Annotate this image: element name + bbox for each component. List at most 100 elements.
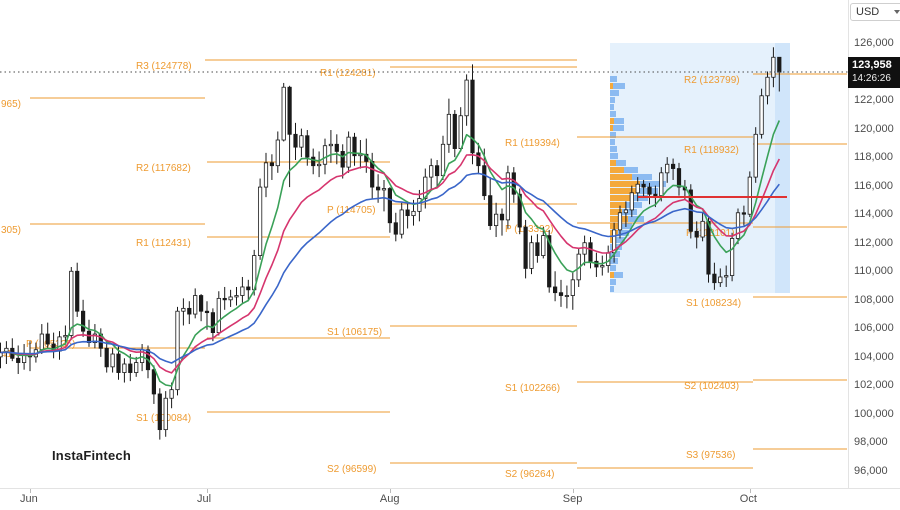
candle-down — [340, 151, 345, 168]
candle-down — [370, 161, 375, 188]
price-tick-label: 100,000 — [854, 407, 894, 420]
volume-profile-bar-blue — [610, 111, 616, 117]
candle-down — [116, 353, 121, 373]
volume-profile-bar-orange — [610, 181, 640, 187]
candle-down — [387, 188, 393, 224]
price-tick-label: 122,000 — [854, 94, 894, 107]
month-tick — [389, 489, 391, 493]
candle-up — [753, 133, 758, 178]
month-label: Aug — [379, 493, 400, 505]
volume-profile-bar-orange — [610, 209, 622, 215]
candle-down — [75, 270, 80, 312]
candle-up — [665, 163, 670, 174]
volume-profile-bar-orange — [610, 160, 616, 166]
pivot-label: S3 (97536) — [686, 450, 735, 461]
candle-down — [128, 363, 133, 373]
candle-down — [246, 286, 251, 291]
pivot-label: R2 (117682) — [136, 163, 191, 174]
candle-down — [222, 297, 227, 301]
currency-selector[interactable]: USD — [850, 3, 900, 21]
candle-up — [122, 363, 127, 373]
candle-up — [464, 79, 469, 117]
price-tick-label: 116,000 — [854, 179, 893, 192]
pivot-label: 41) — [1, 349, 15, 360]
volume-profile-bar-blue — [632, 174, 652, 180]
candle-up — [175, 310, 180, 391]
candle-down — [647, 186, 652, 195]
candle-up — [411, 210, 416, 217]
candle-down — [706, 220, 711, 275]
ema-line-30 — [0, 172, 780, 364]
candle-up — [765, 76, 770, 97]
volume-profile-bar-blue — [614, 118, 624, 124]
pivot-label: R3 (124778) — [136, 61, 192, 72]
candle-up — [228, 296, 233, 301]
price-tick-label: 96,000 — [854, 465, 888, 477]
candle-up — [281, 86, 286, 141]
volume-profile-bar-orange — [610, 118, 614, 124]
currency-selector-value: USD — [856, 6, 880, 18]
pivot-label: S2 (102403) — [684, 381, 739, 392]
candle-down — [488, 195, 493, 227]
candle-up — [322, 145, 328, 165]
candle-up — [629, 192, 634, 211]
candle-up — [724, 275, 729, 278]
candle-down — [16, 357, 21, 363]
candle-down — [712, 273, 717, 284]
candle-up — [564, 295, 570, 297]
candle-up — [429, 165, 434, 178]
pivot-label: P (113392) — [505, 224, 554, 235]
candle-down — [157, 393, 162, 431]
candle-down — [452, 113, 457, 149]
candle-up — [423, 176, 428, 199]
candle-up — [718, 276, 723, 284]
pivot-label: S1 (102266) — [505, 383, 560, 394]
candle-down — [334, 143, 339, 152]
month-label: Jul — [197, 493, 212, 505]
candle-up — [275, 139, 280, 167]
candle-down — [671, 163, 676, 169]
pivot-label: R1 (119394) — [505, 138, 560, 149]
pivot-label: R2 (123799) — [684, 75, 740, 86]
candle-up — [730, 238, 735, 276]
ema-line-16 — [0, 154, 781, 374]
candle-up — [63, 335, 68, 338]
candle-up — [69, 270, 74, 336]
price-tick-label: 118,000 — [854, 151, 893, 164]
volume-profile-bar-blue — [610, 76, 617, 82]
volume-profile-bar-blue — [640, 181, 666, 187]
pivot-label: P (105335) — [26, 339, 75, 350]
volume-profile-bar-blue — [610, 265, 616, 271]
candle-down — [210, 312, 215, 334]
candle-up — [21, 355, 27, 363]
chart-svg[interactable]: 965) 305) 41) R3 (124778) R2 (117682) R1 (112… — [0, 0, 848, 488]
pivot-label: S1 (108234) — [686, 298, 741, 309]
price-tick-label: 108,000 — [854, 293, 894, 306]
volume-profile-bar-orange — [610, 202, 626, 208]
candle-up — [328, 143, 334, 147]
candle-up — [747, 176, 752, 215]
candle-up — [299, 135, 304, 148]
candle-up — [440, 143, 446, 177]
candle-down — [293, 133, 298, 148]
volume-profile-bar-orange — [610, 167, 624, 173]
volume-profile-bar-blue — [610, 104, 614, 110]
price-tick-label: 102,000 — [854, 379, 894, 392]
candle-up — [458, 115, 463, 149]
month-tick — [749, 489, 751, 493]
pivot-label: R1 (124281) — [320, 68, 376, 79]
candle-down — [499, 213, 505, 221]
time-axis[interactable]: Jun Jul Aug Sep Oct — [0, 488, 900, 510]
pivot-label: 305) — [1, 225, 21, 236]
volume-profile-bar-blue — [610, 132, 616, 138]
candle-up — [735, 212, 741, 239]
candle-up — [659, 172, 664, 197]
pivot-label: P (114705) — [327, 205, 376, 216]
candle-down — [45, 333, 50, 345]
volume-profile-bar-orange — [610, 83, 613, 89]
price-chart-canvas[interactable]: 965) 305) 41) R3 (124778) R2 (117682) R1 (112… — [0, 0, 848, 488]
candle-up — [216, 297, 221, 334]
candle-down — [198, 295, 204, 312]
candle-up — [316, 163, 322, 167]
candle-down — [517, 193, 522, 228]
